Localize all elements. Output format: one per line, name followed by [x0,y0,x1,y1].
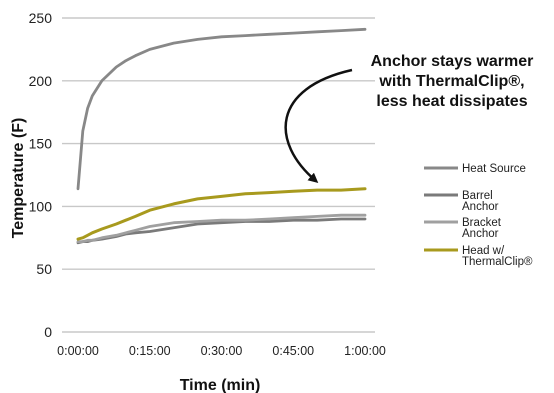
gridlines [62,17,375,333]
y-tick-label: 50 [36,261,52,277]
series-line-0 [76,27,367,191]
y-tick-label: 0 [44,324,52,340]
y-tick-label: 200 [29,73,53,89]
legend-label-line2: Anchor [462,228,499,240]
legend-label-line2: ThermalClip® [462,256,533,268]
x-tick-label: 0:30:00 [201,344,243,358]
x-axis-ticks: 0:00:00 0:15:00 0:30:00 0:45:00 1:00:00 [57,344,386,358]
y-tick-label: 150 [29,136,53,152]
x-tick-label: 0:45:00 [272,344,314,358]
series-line-3 [76,187,367,241]
y-axis-ticks: 0 50 100 150 200 250 [29,10,53,340]
legend-label: Head w/ [462,245,505,257]
annotation-line-3: less heat dissipates [376,93,527,110]
legend-label: Bracket [462,217,502,229]
y-tick-label: 250 [29,10,53,26]
annotation: Anchor stays warmer with ThermalClip®, l… [284,53,534,183]
annotation-arrow [284,68,353,183]
y-axis-title: Temperature (F) [10,118,27,239]
y-tick-label: 100 [29,198,53,214]
series-lines [76,27,367,245]
x-axis-title: Time (min) [180,377,261,393]
legend-label-line2: Anchor [462,201,499,213]
legend-label: Barrel [462,190,493,202]
legend-label: Heat Source [462,163,526,175]
annotation-line-2: with ThermalClip®, [378,73,524,90]
x-tick-label: 0:00:00 [57,344,99,358]
x-tick-label: 1:00:00 [344,344,386,358]
annotation-line-1: Anchor stays warmer [371,53,534,70]
legend: Heat SourceBarrelAnchorBracketAnchorHead… [424,163,533,268]
x-tick-label: 0:15:00 [129,344,171,358]
series-line-2 [76,213,367,244]
